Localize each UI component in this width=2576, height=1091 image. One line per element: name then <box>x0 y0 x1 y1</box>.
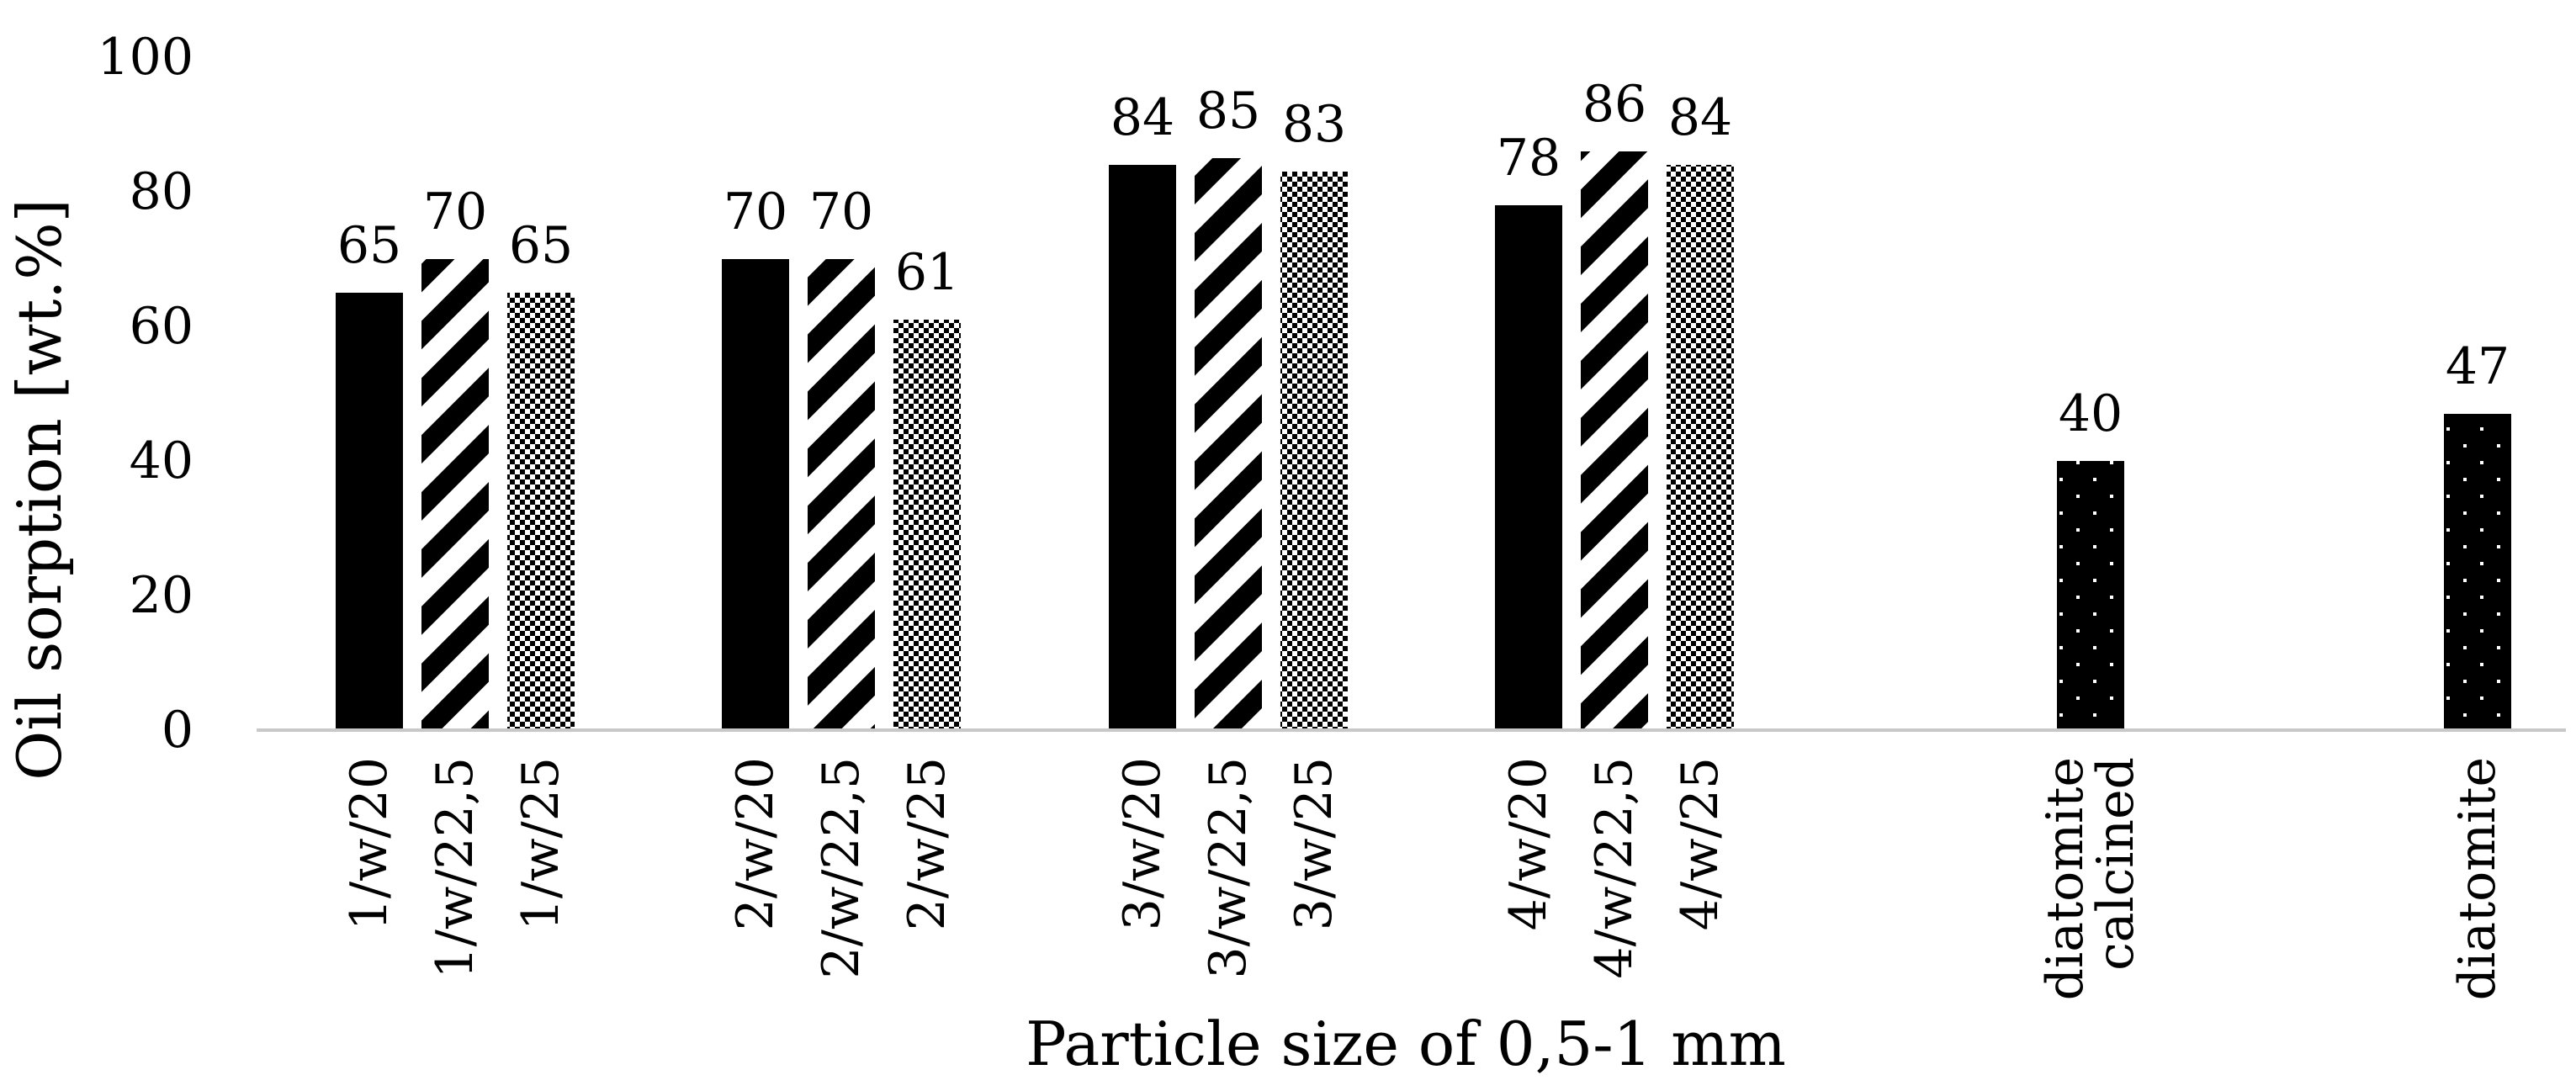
category-label: 4/w/22,5 <box>1585 757 1644 979</box>
data-label: 78 <box>1497 129 1561 188</box>
x-axis-title: Particle size of 0,5-1 mm <box>1026 1009 1786 1079</box>
bar <box>421 259 489 730</box>
data-label: 83 <box>1282 95 1346 154</box>
bar <box>893 320 961 730</box>
category-label: diatomite <box>2448 757 2507 1000</box>
y-tick-label: 60 <box>130 297 193 356</box>
category-label: 2/w/22,5 <box>812 757 871 979</box>
data-labels: 65 70 65 70 70 61 84 85 83 78 86 84 40 47 <box>337 75 2510 443</box>
bar <box>1667 165 1734 730</box>
data-label: 65 <box>509 216 573 275</box>
category-label: 1/w/22,5 <box>426 757 485 979</box>
y-axis-title: Oil sorption [wt.%] <box>4 199 75 780</box>
bar <box>1195 158 1262 730</box>
data-label: 70 <box>423 183 487 241</box>
bar <box>1109 165 1176 730</box>
category-label: 4/w/25 <box>1671 757 1730 930</box>
category-label: 2/w/25 <box>898 757 957 930</box>
y-tick-label: 100 <box>97 28 193 87</box>
data-label: 70 <box>809 183 873 241</box>
category-label: 2/w/20 <box>726 757 785 930</box>
bar <box>336 293 403 730</box>
data-label: 65 <box>337 216 401 275</box>
data-label: 40 <box>2059 384 2123 443</box>
y-axis-tick-labels: 0 20 40 60 80 100 <box>97 28 193 760</box>
bar <box>1280 172 1348 730</box>
bar <box>2444 414 2511 730</box>
data-label: 85 <box>1196 82 1260 140</box>
category-label: calcined <box>2086 757 2145 971</box>
category-label: 3/w/22,5 <box>1199 757 1258 979</box>
bar <box>808 259 875 730</box>
bar <box>1581 151 1648 730</box>
bars <box>336 151 2511 730</box>
y-tick-label: 20 <box>130 566 193 625</box>
data-label: 84 <box>1110 88 1174 147</box>
y-tick-label: 0 <box>162 701 193 760</box>
y-tick-label: 40 <box>130 432 193 490</box>
category-label: 3/w/25 <box>1285 757 1344 930</box>
data-label: 47 <box>2446 337 2510 396</box>
bar <box>507 293 575 730</box>
category-label: 4/w/20 <box>1499 757 1558 930</box>
bar <box>722 259 789 730</box>
data-label: 86 <box>1582 75 1646 134</box>
category-label: 3/w/20 <box>1113 757 1172 930</box>
category-labels: 1/w/20 1/w/22,5 1/w/25 2/w/20 2/w/22,5 2/w/25… <box>340 757 2507 1000</box>
data-label: 61 <box>895 243 959 302</box>
y-tick-label: 80 <box>130 162 193 221</box>
bar <box>2057 461 2124 730</box>
category-label: 1/w/20 <box>340 757 399 930</box>
category-label: 1/w/25 <box>511 757 570 930</box>
data-label: 84 <box>1668 88 1732 147</box>
bar <box>1495 205 1562 730</box>
data-label: 70 <box>724 183 787 241</box>
category-label: diatomite <box>2036 757 2095 1000</box>
